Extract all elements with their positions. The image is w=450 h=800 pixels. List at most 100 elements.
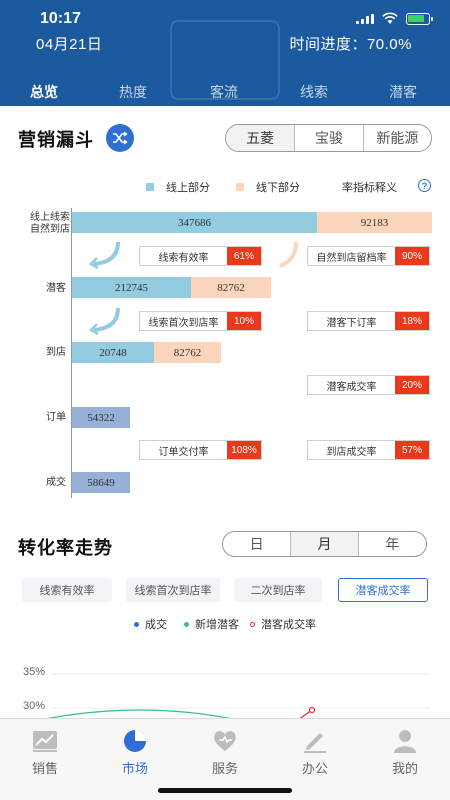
chip-lead-first-visit[interactable]: 线索首次到店率 <box>126 578 220 602</box>
rate-prospect-deal: 潜客成交率 20% <box>307 375 430 395</box>
rate-prospect-order-label: 潜客下订率 <box>326 317 377 329</box>
shuffle-button[interactable] <box>106 124 134 152</box>
nav-office[interactable]: 办公 <box>270 727 360 777</box>
legend-deals-label: 成交 <box>145 619 167 631</box>
legend-new-prospects-dot <box>184 622 189 627</box>
row-label-leads-line2: 自然到店 <box>30 224 70 235</box>
legend-offline-label: 线下部分 <box>256 182 300 194</box>
status-bar: 10:17 <box>0 8 450 30</box>
rate-visit-deal-label: 到店成交率 <box>326 446 377 458</box>
pie-icon <box>124 730 146 752</box>
nav-service-label: 服务 <box>211 761 238 776</box>
bar-deals: 58649 <box>72 472 130 493</box>
metric-chips: 线索有效率 线索首次到店率 二次到店率 潜客成交率 <box>0 578 450 602</box>
bottom-nav: 销售 市场 服务 办公 <box>0 718 450 800</box>
nav-mine-label: 我的 <box>391 761 418 776</box>
header-watermark <box>170 20 280 100</box>
rate-lead-first-visit-value: 10% <box>227 312 261 330</box>
rate-lead-first-visit: 线索首次到店率 10% <box>139 311 262 331</box>
rate-visit-deal-value: 57% <box>395 441 429 459</box>
chart-icon <box>33 731 57 752</box>
tab-heat[interactable]: 热度 <box>119 84 147 100</box>
rate-order-delivery-label: 订单交付率 <box>158 446 209 458</box>
help-icon[interactable]: ? <box>418 179 431 192</box>
bar-prospects-offline: 82762 <box>191 277 271 298</box>
period-day[interactable]: 日 <box>249 536 264 552</box>
brand-wuling[interactable]: 五菱 <box>226 125 295 151</box>
legend-deals: 成交 <box>134 616 167 632</box>
ytick-30: 30% <box>23 700 46 712</box>
rate-natural-retain-label: 自然到店留档率 <box>316 252 387 264</box>
tab-overview[interactable]: 总览 <box>30 84 58 100</box>
home-indicator[interactable] <box>158 788 292 793</box>
rate-lead-valid-label: 线索有效率 <box>158 252 209 264</box>
trend-chart <box>39 673 430 720</box>
legend-prospect-deal-rate-label: 潜客成交率 <box>261 619 316 631</box>
nav-mine[interactable]: 我的 <box>360 727 450 777</box>
rate-lead-first-visit-label: 线索首次到店率 <box>148 317 219 329</box>
time-progress: 时间进度：70.0% <box>289 36 412 53</box>
nav-market[interactable]: 市场 <box>90 727 180 777</box>
legend-online: 线上部分 <box>146 179 210 195</box>
curve-arrow-icon <box>88 241 120 270</box>
legend-online-swatch <box>146 183 154 191</box>
brand-selector: 五菱 宝骏 新能源 <box>225 124 432 152</box>
legend-online-label: 线上部分 <box>166 182 210 194</box>
tab-leads[interactable]: 线索 <box>300 84 328 100</box>
top-tabs: 总览 热度 客流 线索 潜客 <box>0 74 450 106</box>
brand-baojun[interactable]: 宝骏 <box>294 125 362 151</box>
nav-sales[interactable]: 销售 <box>0 727 90 777</box>
chip-second-visit[interactable]: 二次到店率 <box>234 578 322 602</box>
curve-arrow-icon <box>279 241 298 268</box>
nav-sales-label: 销售 <box>31 761 58 776</box>
nav-market-label: 市场 <box>121 761 148 776</box>
header-date: 04月21日 <box>36 36 103 53</box>
row-label-deals: 成交 <box>46 477 66 488</box>
period-year[interactable]: 年 <box>357 532 426 556</box>
rate-prospect-deal-label: 潜客成交率 <box>326 381 377 393</box>
rate-natural-retain-value: 90% <box>395 247 429 265</box>
row-label-orders: 订单 <box>46 412 66 423</box>
rate-lead-valid: 线索有效率 61% <box>139 246 262 266</box>
heart-icon <box>214 731 236 751</box>
brand-ev[interactable]: 新能源 <box>362 125 431 151</box>
nav-service[interactable]: 服务 <box>180 727 270 777</box>
bar-orders: 54322 <box>72 407 130 428</box>
row-label-prospects: 潜客 <box>46 283 66 294</box>
legend-deals-dot <box>134 622 139 627</box>
rate-definition-link[interactable]: 率指标释义 <box>342 182 397 194</box>
tab-prospects[interactable]: 潜客 <box>389 84 417 100</box>
bar-leads-online: 347686 <box>72 212 317 233</box>
curve-arrow-icon <box>88 307 120 336</box>
period-month[interactable]: 月 <box>290 532 358 556</box>
wifi-icon <box>382 12 398 24</box>
person-icon <box>394 730 416 753</box>
bar-prospects-online: 212745 <box>72 277 191 298</box>
rate-visit-deal: 到店成交率 57% <box>307 440 430 460</box>
bar-leads-offline: 92183 <box>317 212 432 233</box>
period-selector: 日 月 年 <box>222 531 427 557</box>
nav-office-label: 办公 <box>301 761 328 776</box>
shuffle-icon <box>113 131 128 145</box>
tab-traffic[interactable]: 客流 <box>210 84 238 100</box>
rate-lead-valid-value: 61% <box>227 247 261 265</box>
status-time: 10:17 <box>40 10 81 27</box>
ytick-35: 35% <box>23 666 46 678</box>
chip-lead-valid[interactable]: 线索有效率 <box>22 578 112 602</box>
row-label-leads-line1: 线上线索 <box>30 212 70 223</box>
chip-prospect-deal[interactable]: 潜客成交率 <box>338 578 428 602</box>
rate-order-delivery-value: 108% <box>227 441 261 459</box>
legend-prospect-deal-rate-dot <box>250 622 255 627</box>
pen-icon <box>304 733 326 753</box>
funnel-axis <box>71 208 72 498</box>
bar-visits-offline: 82762 <box>154 342 221 363</box>
header: 10:17 04月21日 时间进度：70.0% 总览 热度 客流 线索 潜客 <box>0 0 450 106</box>
legend-new-prospects: 新增潜客 <box>184 616 239 632</box>
trend-title: 转化率走势 <box>18 538 113 558</box>
funnel-title: 营销漏斗 <box>18 130 94 150</box>
legend-new-prospects-label: 新增潜客 <box>195 619 239 631</box>
prospect-deal-rate-point <box>308 706 316 714</box>
signal-icon <box>356 14 374 24</box>
legend-offline: 线下部分 <box>236 179 300 195</box>
rate-prospect-deal-value: 20% <box>395 376 429 394</box>
